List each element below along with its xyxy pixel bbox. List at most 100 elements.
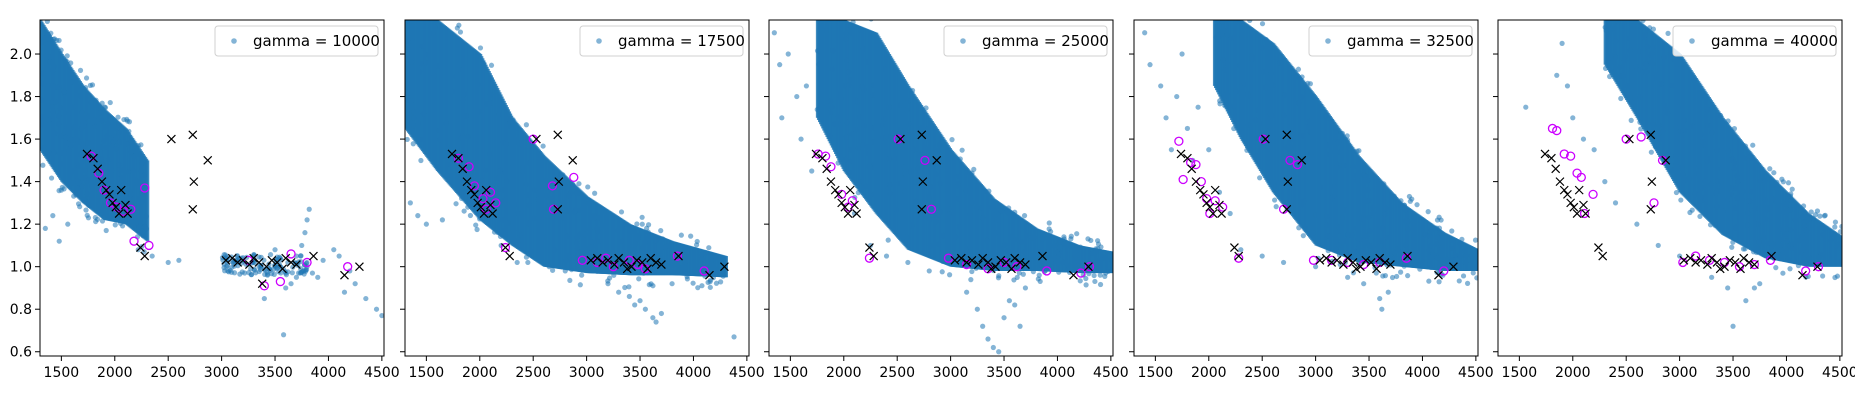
population-point [99, 218, 106, 224]
population-point [1462, 259, 1469, 266]
population-point [1612, 54, 1619, 60]
population-point [1270, 180, 1277, 186]
population-point [1163, 115, 1169, 121]
population-point [1355, 236, 1361, 242]
reference-marker [123, 209, 133, 218]
population-point [230, 260, 236, 266]
population-point [1523, 104, 1529, 110]
population-point [1778, 242, 1784, 248]
reference-marker [1356, 262, 1365, 272]
reference-marker [837, 198, 847, 208]
population-point [83, 75, 90, 81]
population-point [901, 164, 907, 170]
population-point [1638, 126, 1644, 132]
population-point [623, 221, 629, 228]
x-tick-label: 2500 [515, 365, 551, 381]
population-point [64, 124, 70, 130]
reference-marker [1020, 260, 1030, 269]
population-point [1602, 65, 1609, 72]
reference-marker [674, 251, 683, 261]
population-point [1340, 215, 1346, 221]
population-point [1806, 255, 1813, 261]
population-point [650, 283, 656, 289]
reference-marker [1691, 258, 1701, 267]
population-point [479, 60, 486, 66]
population-point [636, 276, 642, 282]
panel-2: 1500 2000 2500 3000 3500 4000 4500 gamma = 1750… [400, 19, 765, 381]
plot-area [1523, 20, 1842, 329]
reference-marker [1566, 198, 1576, 208]
population-point [1762, 178, 1768, 184]
population-point [969, 268, 975, 275]
population-point [963, 188, 970, 194]
reference-marker [1195, 185, 1205, 195]
reference-marker [1361, 255, 1371, 265]
population-point [81, 197, 87, 203]
highlighted-point [1084, 262, 1095, 272]
reference-marker [355, 262, 364, 272]
population-point [535, 196, 541, 203]
population-point [1281, 112, 1287, 118]
population-point [1810, 216, 1817, 222]
population-point [1331, 140, 1337, 146]
reference-marker [1182, 153, 1192, 163]
population-point [531, 187, 538, 193]
population-point [1755, 249, 1761, 255]
x-tick-label: 1500 [1502, 365, 1538, 381]
reference-marker [447, 149, 457, 159]
population-point [902, 171, 908, 177]
population-point [1313, 264, 1319, 270]
population-point [562, 268, 568, 274]
reference-marker [1199, 189, 1208, 199]
population-point [632, 302, 638, 308]
population-point [83, 85, 89, 91]
population-point [923, 145, 929, 151]
reference-marker [986, 264, 996, 274]
reference-marker [116, 185, 126, 195]
population-point [49, 104, 55, 110]
population-point [1434, 234, 1440, 240]
population-point [1335, 140, 1341, 146]
population-point [1021, 249, 1027, 255]
population-point [577, 231, 583, 237]
population-point [1731, 126, 1738, 132]
population-point [1762, 197, 1768, 203]
population-point [1247, 20, 1253, 24]
population-point [1656, 123, 1662, 129]
population-point [852, 126, 859, 133]
population-point [1267, 111, 1273, 117]
population-point [1105, 268, 1111, 275]
axes-frame [1133, 19, 1479, 357]
population-point [909, 222, 915, 229]
population-point [44, 20, 50, 25]
reference-marker [505, 251, 515, 261]
panel-5: 1500 2000 2500 3000 3500 4000 4500 gamma = 4000… [1493, 19, 1855, 381]
population-point [477, 216, 483, 222]
population-point [1626, 35, 1632, 42]
highlighted-point [1308, 255, 1319, 265]
reference-marker [1010, 253, 1020, 263]
population-point [50, 213, 56, 219]
highlighted-point [1196, 176, 1206, 187]
population-point [123, 190, 129, 196]
population-point [571, 209, 578, 215]
reference-marker [627, 262, 636, 272]
population-point [48, 175, 55, 181]
population-point [1591, 147, 1597, 153]
highlighted-point [126, 204, 136, 214]
population-point [1142, 30, 1148, 36]
population-point [1102, 255, 1108, 261]
population-point [1227, 210, 1233, 217]
population-point [847, 27, 853, 33]
population-point [586, 227, 593, 233]
population-point [1780, 270, 1786, 276]
population-point [1449, 237, 1456, 243]
population-point [653, 319, 659, 325]
population-point [1072, 253, 1079, 259]
highlighted-point [577, 255, 587, 265]
reference-marker [1546, 153, 1556, 163]
reference-marker [1348, 258, 1358, 267]
population-point [1405, 226, 1411, 232]
population-point [140, 233, 146, 239]
population-point [65, 151, 71, 157]
